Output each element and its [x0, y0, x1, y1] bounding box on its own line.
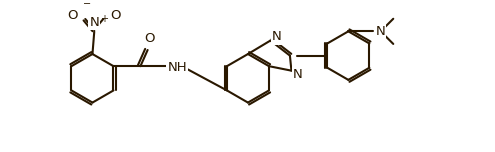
Text: N: N [293, 68, 303, 81]
Text: O: O [110, 9, 121, 22]
Text: N: N [272, 30, 282, 43]
Text: N: N [90, 16, 99, 29]
Text: O: O [68, 9, 78, 22]
Text: NH: NH [167, 60, 187, 74]
Text: N: N [375, 25, 385, 38]
Text: +: + [99, 14, 107, 24]
Text: O: O [144, 32, 154, 45]
Text: −: − [83, 0, 91, 9]
